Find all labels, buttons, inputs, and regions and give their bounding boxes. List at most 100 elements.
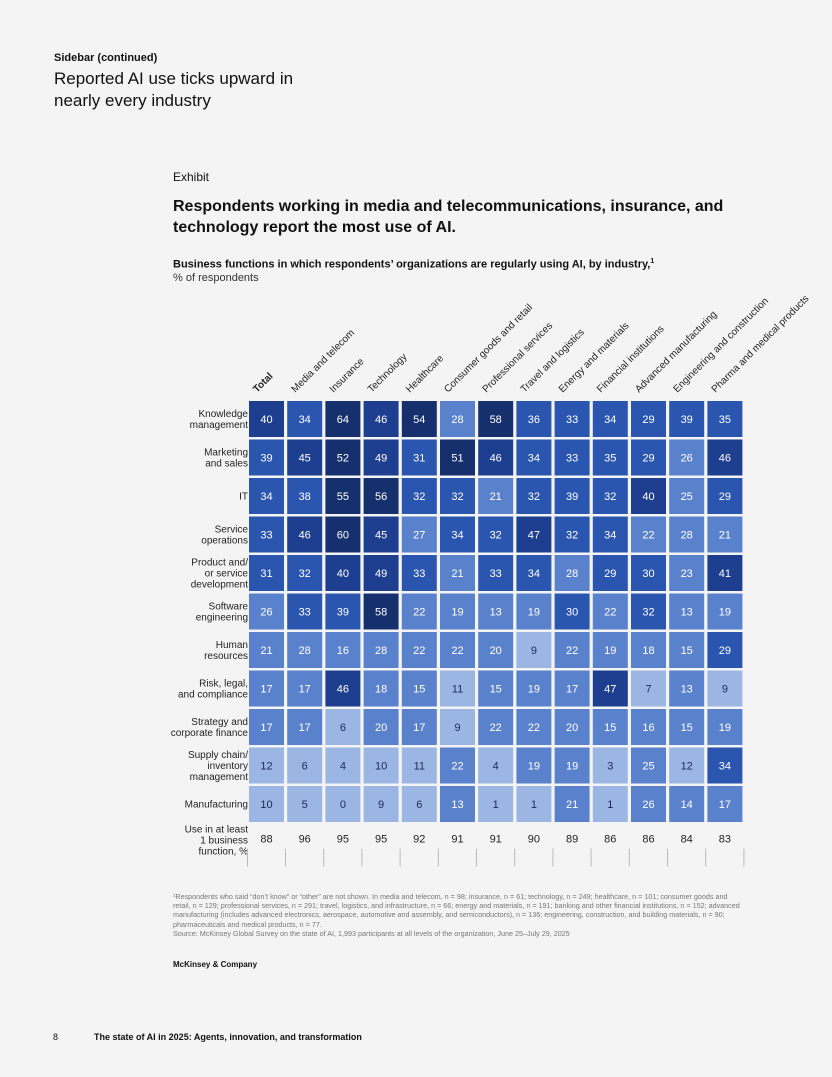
cell-value: 34: [260, 491, 272, 503]
total-value: 91: [451, 834, 463, 846]
cell-value: 30: [566, 607, 578, 619]
cell-value: 46: [490, 453, 502, 465]
cell-value: 22: [490, 722, 502, 734]
cell-value: 51: [451, 453, 463, 465]
cell-value: 25: [642, 761, 654, 773]
heatmap-cell: [592, 439, 628, 476]
cell-value: 39: [681, 414, 693, 426]
heatmap-cell: [440, 670, 475, 707]
cell-value: 35: [604, 453, 616, 465]
heatmap-cell: [631, 478, 666, 514]
total-value: 95: [337, 834, 349, 846]
heatmap-cell: [287, 786, 323, 822]
heatmap-cell: [249, 516, 284, 553]
cell-value: 29: [642, 453, 654, 465]
heatmap-cell: [631, 555, 666, 591]
cell-value: 32: [413, 491, 425, 503]
heatmap-cell: [554, 478, 590, 514]
row-label: management: [190, 772, 249, 783]
heatmap-cell: [249, 632, 284, 668]
chart-unit: % of respondents: [173, 272, 259, 284]
cell-value: 60: [337, 530, 349, 542]
cell-value: 32: [451, 491, 463, 503]
heatmap-cell: [363, 516, 399, 553]
row-label: Strategy and: [191, 717, 248, 728]
cell-value: 58: [375, 607, 387, 619]
heatmap-cell: [440, 747, 475, 784]
cell-value: 19: [451, 607, 463, 619]
heatmap-cell: [287, 516, 323, 553]
row-label: management: [190, 420, 249, 431]
cell-value: 16: [642, 722, 654, 734]
total-value: 91: [490, 834, 502, 846]
cell-value: 10: [260, 799, 272, 811]
cell-value: 34: [299, 414, 311, 426]
heatmap-cell: [249, 670, 284, 707]
heatmap-cell: [325, 632, 361, 668]
heatmap-cell: [401, 593, 437, 630]
heatmap-cell: [363, 786, 399, 822]
heatmap-cell: [516, 670, 552, 707]
cell-value: 15: [604, 722, 616, 734]
cell-value: 31: [260, 568, 272, 580]
row-label: or service: [205, 569, 249, 580]
column-header: Insurance: [328, 356, 367, 395]
cell-value: 32: [642, 607, 654, 619]
heatmap-cell: [325, 670, 361, 707]
cell-value: 6: [302, 761, 308, 773]
cell-value: 54: [413, 414, 425, 426]
heatmap-cell: [440, 632, 475, 668]
heatmap-cell: [401, 401, 437, 437]
heatmap-cell: [249, 747, 284, 784]
heatmap-cell: [325, 786, 361, 822]
heatmap-cell: [554, 401, 590, 437]
column-header: Technology: [366, 352, 410, 396]
cell-value: 22: [642, 530, 654, 542]
cell-value: 7: [645, 684, 651, 696]
cell-value: 58: [490, 414, 502, 426]
cell-value: 15: [490, 684, 502, 696]
heatmap-cell: [707, 593, 743, 630]
cell-value: 1: [493, 799, 499, 811]
heatmap-cell: [669, 478, 705, 514]
heatmap-cell: [516, 478, 552, 514]
heatmap-cell: [287, 555, 323, 591]
cell-value: 40: [337, 568, 349, 580]
heatmap-cell: [554, 555, 590, 591]
exhibit-label: Exhibit: [173, 170, 210, 184]
heatmap-cell: [325, 439, 361, 476]
heatmap-cell: [440, 786, 475, 822]
cell-value: 32: [528, 491, 540, 503]
row-label: Supply chain/: [188, 750, 248, 761]
heatmap-cell: [440, 478, 475, 514]
cell-value: 27: [413, 530, 425, 542]
heatmap-cell: [401, 555, 437, 591]
footnote: ¹Respondents who said “don’t know” or “o…: [173, 892, 740, 929]
cell-value: 9: [531, 645, 537, 657]
chart-subtitle-text: Business functions in which respondents’…: [173, 258, 651, 271]
heatmap-cell: [287, 670, 323, 707]
cell-value: 9: [454, 722, 460, 734]
cell-value: 19: [604, 645, 616, 657]
heatmap-cell: [478, 555, 514, 591]
cell-value: 22: [528, 722, 540, 734]
cell-value: 4: [493, 761, 499, 773]
row-label: Human: [216, 640, 248, 651]
cell-value: 26: [260, 607, 272, 619]
total-value: 89: [566, 834, 578, 846]
heatmap-cell: [669, 593, 705, 630]
heatmap-cell: [287, 593, 323, 630]
heatmap-cell: [707, 670, 743, 707]
cell-value: 23: [681, 568, 693, 580]
cell-value: 21: [719, 530, 731, 542]
total-value: 88: [260, 834, 272, 846]
heatmap-cell: [631, 401, 666, 437]
heatmap-cell: [592, 478, 628, 514]
cell-value: 34: [451, 530, 463, 542]
heatmap-cell: [631, 516, 666, 553]
total-value: 86: [604, 834, 616, 846]
heatmap-cell: [707, 401, 743, 437]
total-row-label: 1 business: [200, 836, 248, 847]
heatmap-cell: [592, 670, 628, 707]
heatmap-cell: [440, 439, 475, 476]
